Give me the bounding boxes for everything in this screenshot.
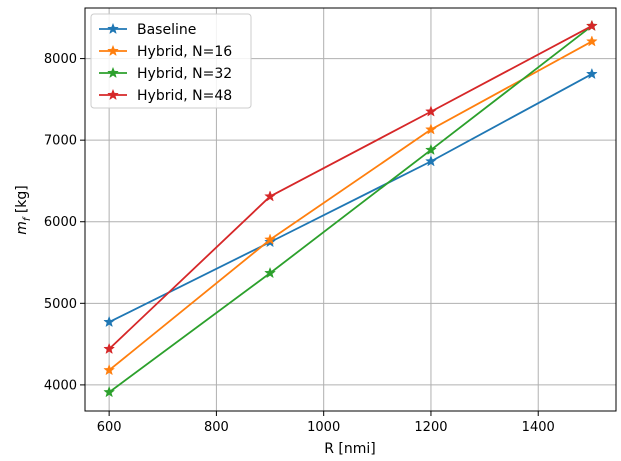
series-line — [108, 40, 593, 371]
data-point — [103, 342, 116, 355]
legend-item: Hybrid, N=16 — [99, 44, 232, 60]
x-tick-label: 1400 — [522, 420, 555, 435]
y-tick-label: 7000 — [44, 134, 77, 149]
data-point — [103, 363, 116, 376]
data-point — [425, 105, 437, 117]
data-point — [585, 35, 598, 47]
legend-marker — [107, 66, 119, 79]
legend-marker — [107, 44, 119, 57]
data-point — [585, 19, 598, 31]
data-point — [585, 67, 598, 80]
x-tick-label: 1000 — [307, 420, 340, 435]
data-point — [103, 386, 116, 398]
data-point — [425, 123, 437, 135]
series-line — [108, 25, 593, 350]
series-line — [108, 25, 593, 393]
data-point — [425, 155, 437, 167]
ticks: 600 800 1000 1200 1400 4000 5000 6000 7000 8000 — [44, 52, 555, 435]
x-tick-label: 800 — [204, 420, 229, 435]
legend-label: Hybrid, N=48 — [137, 88, 232, 104]
data-point — [264, 233, 276, 245]
legend-box — [90, 13, 252, 109]
legend-item: Hybrid, N=48 — [99, 88, 232, 104]
series-1 — [103, 67, 598, 328]
y-tick-label: 4000 — [44, 378, 77, 393]
legend-label: Hybrid, N=16 — [137, 44, 232, 60]
legend-label: Hybrid, N=32 — [137, 66, 232, 82]
x-tick-label: 1200 — [414, 420, 447, 435]
y-axis-label-subscript: f — [22, 216, 33, 221]
legend-label: Baseline — [137, 22, 196, 38]
data-point — [264, 190, 276, 202]
legend-marker — [107, 22, 119, 35]
y-axis-label-main: m — [14, 221, 30, 235]
data-point — [103, 315, 116, 328]
legend-marker — [107, 88, 119, 101]
legend-item: Hybrid, N=32 — [99, 66, 232, 82]
series-group — [103, 19, 598, 398]
data-point — [425, 143, 437, 155]
legend-item: Baseline — [99, 22, 196, 38]
legend: Baseline Hybrid, N=16 Hybrid, N=32 Hybrid, … — [90, 13, 252, 109]
series-2 — [103, 35, 598, 376]
y-tick-label: 6000 — [44, 215, 77, 230]
series-4 — [103, 19, 598, 355]
series-line — [108, 73, 593, 323]
y-axis-label: mf [kg] — [14, 185, 33, 235]
y-tick-label: 5000 — [44, 297, 77, 312]
y-axis-label-unit: [kg] — [14, 185, 30, 217]
y-tick-label: 8000 — [44, 52, 77, 67]
x-tick-label: 600 — [97, 420, 122, 435]
plot-frame — [84, 7, 617, 412]
x-axis-label: R [nmi] — [324, 441, 376, 457]
data-point — [264, 266, 276, 279]
